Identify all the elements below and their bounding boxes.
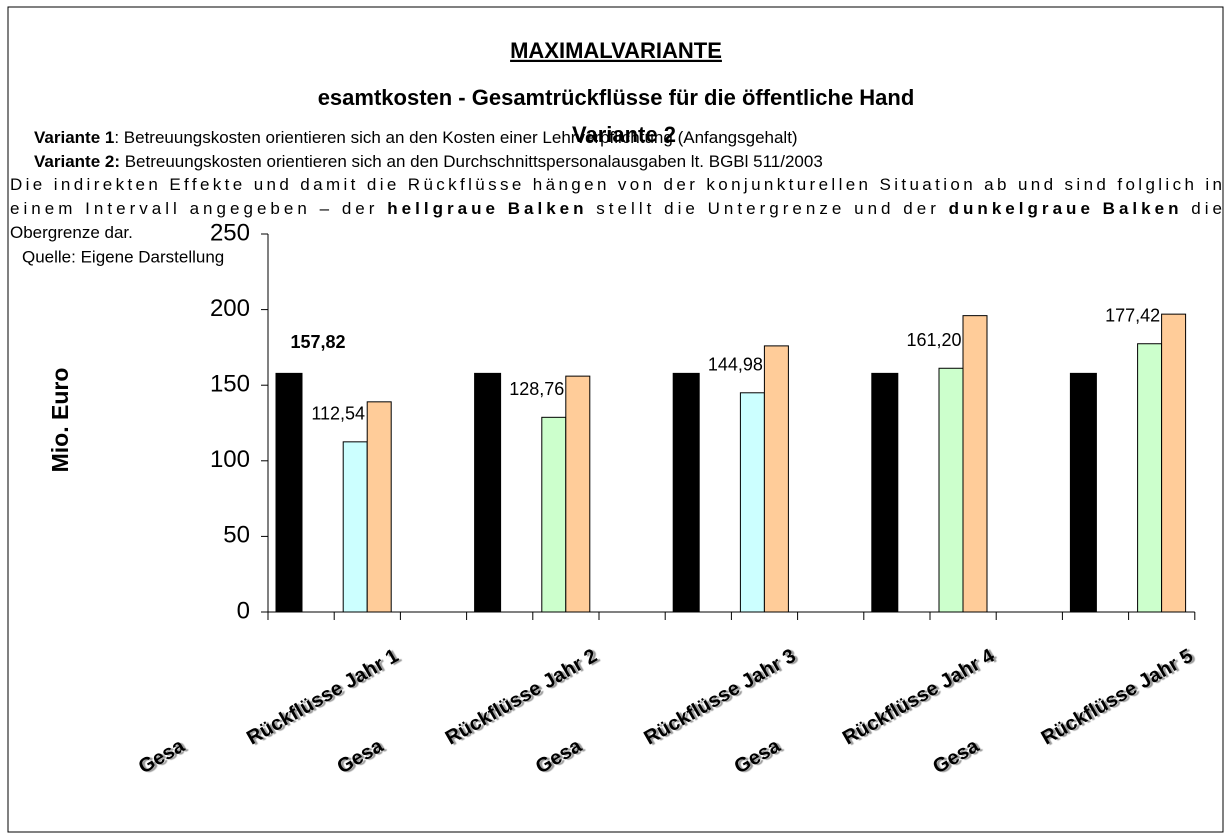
y-tick-label: 150 bbox=[210, 371, 250, 398]
note-line: Variante 1: Betreuungskosten orientieren… bbox=[34, 128, 798, 147]
bar bbox=[565, 375, 591, 613]
bar bbox=[1161, 313, 1187, 613]
text-run: Variante 2: bbox=[34, 152, 120, 171]
bar bbox=[366, 401, 392, 613]
frame bbox=[7, 6, 1224, 833]
bar bbox=[1069, 372, 1097, 613]
text-run: : Betreuungskosten orientieren sich an d… bbox=[114, 128, 797, 147]
y-axis-title: Mio. Euro bbox=[47, 368, 73, 473]
value-label: 177,42 bbox=[1105, 305, 1160, 325]
y-tick-label: 200 bbox=[210, 295, 250, 322]
value-label: 128,76 bbox=[509, 379, 564, 399]
bar bbox=[871, 372, 899, 613]
source: Quelle: Eigene Darstellung bbox=[22, 247, 224, 266]
y-tick-label: 0 bbox=[237, 597, 250, 624]
bar bbox=[275, 372, 303, 613]
note-line: Variante 2: Betreuungskosten orientieren… bbox=[34, 152, 823, 171]
y-tick-label: 50 bbox=[223, 522, 250, 549]
text-run: hellgraue Balken bbox=[387, 199, 583, 218]
text-run: einem Intervall angegeben – der bbox=[10, 199, 383, 218]
chart-subtitle: esamtkosten - Gesamtrückflüsse für die ö… bbox=[318, 85, 915, 110]
text-run: Betreuungskosten orientieren sich an den… bbox=[120, 152, 823, 171]
value-label: 161,20 bbox=[906, 330, 961, 350]
y-tick-label: 100 bbox=[210, 446, 250, 473]
bar bbox=[1137, 343, 1163, 613]
bar bbox=[938, 367, 964, 613]
bar bbox=[763, 345, 789, 613]
bar bbox=[962, 315, 988, 613]
bar bbox=[474, 372, 502, 613]
bar bbox=[541, 416, 567, 613]
y-tick-label: 250 bbox=[210, 219, 250, 246]
paragraph-line: Obergrenze dar. bbox=[10, 223, 133, 242]
chart-title: MAXIMALVARIANTE bbox=[510, 38, 722, 63]
bar bbox=[672, 372, 700, 613]
text-run: Obergrenze dar. bbox=[10, 223, 133, 242]
bar bbox=[342, 441, 368, 613]
text-run: Variante 1 bbox=[34, 128, 114, 147]
overlay-title: Variante 2 bbox=[572, 122, 676, 147]
value-label: 144,98 bbox=[708, 355, 763, 375]
value-label: 112,54 bbox=[311, 404, 365, 424]
value-label: 157,82 bbox=[290, 332, 345, 352]
bar bbox=[739, 392, 765, 613]
